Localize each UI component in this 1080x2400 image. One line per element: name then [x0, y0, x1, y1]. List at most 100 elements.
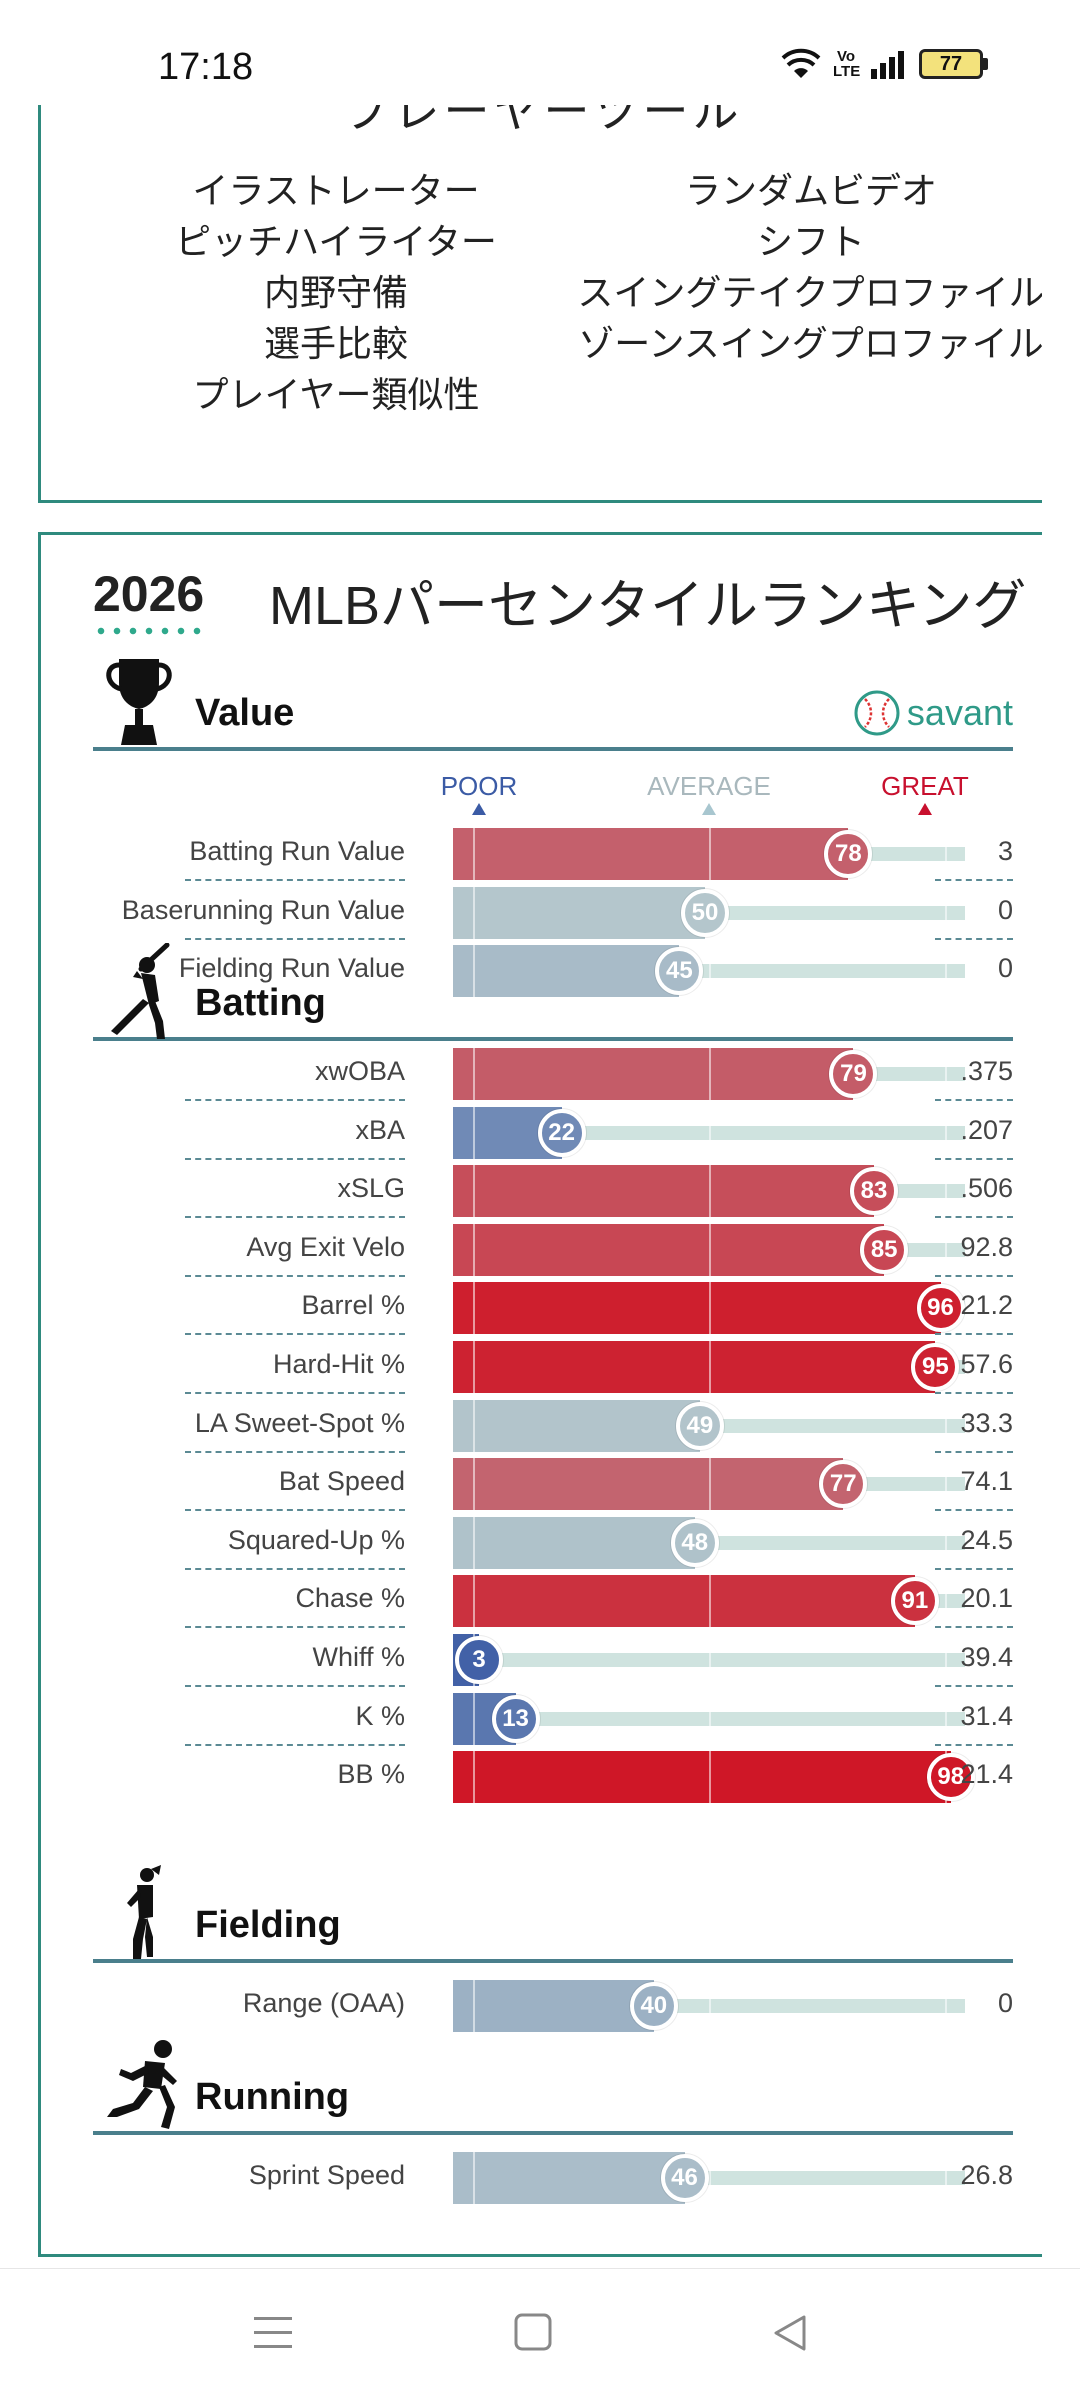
metric-row[interactable]: xwOBA 79 .375 — [93, 1045, 1013, 1104]
percentile-bar: 48 — [453, 1516, 965, 1569]
bar-gridline — [945, 1692, 947, 1745]
bar-gridline — [945, 2152, 947, 2204]
metric-row[interactable]: xSLG 83 .506 — [93, 1162, 1013, 1221]
percentile-fill — [453, 1980, 654, 2032]
section-rows: Sprint Speed 46 26.8 — [93, 2149, 1013, 2208]
bar-gridline — [473, 1692, 475, 1745]
bar-gridline — [709, 1458, 711, 1511]
bar-gridline — [473, 1516, 475, 1569]
metric-row[interactable]: Chase % 91 20.1 — [93, 1572, 1013, 1631]
percentile-fill — [453, 1282, 941, 1335]
wifi-icon — [781, 48, 821, 80]
bar-gridline — [945, 1106, 947, 1159]
percentile-fill — [453, 1751, 951, 1804]
row-divider — [935, 1099, 1013, 1101]
baseball-icon — [854, 690, 900, 736]
section-title: Value — [195, 692, 295, 734]
metric-label: Chase % — [295, 1583, 405, 1614]
metric-label: Range (OAA) — [242, 1988, 405, 2018]
metric-label: xBA — [355, 1114, 405, 1145]
battery-level: 77 — [919, 49, 983, 79]
metric-row[interactable]: Squared-Up % 48 24.5 — [93, 1514, 1013, 1573]
percentile-bubble: 3 — [455, 1635, 503, 1684]
row-divider — [185, 1216, 405, 1219]
metric-label: Avg Exit Velo — [246, 1231, 405, 1262]
home-icon[interactable] — [512, 2311, 556, 2360]
tool-link-swing-take-profile[interactable]: スイングテイクプロファイル — [577, 272, 1042, 313]
tool-link-random-video[interactable]: ランダムビデオ — [684, 170, 937, 211]
battery-icon: 77 — [919, 49, 988, 79]
row-divider — [935, 879, 1013, 881]
volte-top: Vo — [836, 48, 856, 65]
row-divider — [935, 1333, 1013, 1336]
percentile-bar: 45 — [453, 945, 965, 998]
bar-gridline — [945, 1516, 947, 1569]
percentile-bar: 83 — [453, 1165, 965, 1218]
trophy-icon — [103, 653, 175, 754]
row-divider — [935, 1567, 1013, 1570]
percentile-bar: 49 — [453, 1399, 965, 1452]
metric-row[interactable]: LA Sweet-Spot % 49 33.3 — [93, 1397, 1013, 1456]
row-divider — [935, 1626, 1013, 1629]
metric-row[interactable]: Avg Exit Velo 85 92.8 — [93, 1221, 1013, 1280]
metric-row[interactable]: xBA 22 .207 — [93, 1104, 1013, 1163]
bar-gridline — [709, 1751, 711, 1804]
scale-average-label: AVERAGE — [647, 771, 771, 801]
metric-label: Bat Speed — [278, 1466, 405, 1497]
section-running: Running Sprint Speed 46 26.8 — [93, 2037, 1013, 2204]
metric-row[interactable]: Fielding Run Value 45 0 — [93, 942, 1013, 1001]
metric-row[interactable]: Batting Run Value 78 3 — [93, 825, 1013, 884]
section-rows: xwOBA 79 .375 xBA 22 .207 xSLG 83 .506 Avg Exit V… — [93, 1045, 1013, 1807]
bar-gridline — [709, 1633, 711, 1686]
metric-value: 0 — [997, 953, 1013, 984]
metric-row[interactable]: Bat Speed 77 74.1 — [93, 1455, 1013, 1514]
row-divider — [935, 1450, 1013, 1453]
percentile-rankings-card: 2026 MLBパーセンタイルランキング Value — [38, 532, 1042, 2257]
bar-gridline — [945, 1633, 947, 1686]
row-divider — [185, 1333, 405, 1336]
bar-gridline — [473, 1575, 475, 1628]
metric-row[interactable]: Sprint Speed 46 26.8 — [93, 2149, 1013, 2208]
row-divider — [935, 1684, 1013, 1687]
metric-row[interactable]: K % 13 31.4 — [93, 1690, 1013, 1749]
percentile-bar: 3 — [453, 1633, 965, 1686]
menu-icon[interactable] — [250, 2311, 298, 2360]
tool-link-pitch-highlighter[interactable]: ピッチハイライター — [175, 221, 497, 262]
bar-gridline — [945, 1458, 947, 1511]
metric-row[interactable]: Hard-Hit % 95 57.6 — [93, 1338, 1013, 1397]
percentile-bubble: 85 — [860, 1225, 909, 1274]
bar-gridline — [473, 945, 475, 998]
tool-link-player-similarity[interactable]: プレイヤー類似性 — [192, 374, 480, 415]
bar-gridline — [473, 1980, 475, 2032]
tool-link-illustrator[interactable]: イラストレーター — [192, 170, 480, 211]
volte-bottom: LTE — [833, 63, 861, 80]
tool-link-zone-swing-profile[interactable]: ゾーンスイングプロファイル — [578, 323, 1042, 364]
section-batting: Batting xwOBA 79 .375 xBA 22 .207 xSLG 83 .506 Av… — [93, 942, 1013, 1804]
metric-row[interactable]: Whiff % 3 39.4 — [93, 1631, 1013, 1690]
metric-row[interactable]: Range (OAA) 40 0 — [93, 1977, 1013, 2036]
metric-value: 3 — [997, 836, 1013, 866]
percentile-bubble: 91 — [890, 1577, 939, 1626]
percentile-bar: 40 — [453, 1980, 965, 2032]
metric-label: Sprint Speed — [248, 2160, 405, 2190]
savant-logo[interactable]: savant — [853, 689, 1013, 737]
percentile-bubble: 48 — [670, 1518, 719, 1567]
row-divider — [185, 1450, 405, 1453]
player-tools-title: プレーヤーツール — [343, 105, 743, 137]
bar-gridline — [709, 2152, 711, 2204]
percentile-bubble: 22 — [537, 1108, 586, 1157]
row-divider — [185, 1509, 405, 1512]
bar-gridline — [709, 945, 711, 998]
tool-link-shift[interactable]: シフト — [756, 221, 865, 262]
row-divider — [935, 1274, 1013, 1277]
metric-row[interactable]: Baserunning Run Value 50 0 — [93, 884, 1013, 943]
tool-link-infield-defense[interactable]: 内野守備 — [263, 272, 408, 313]
year-selector[interactable]: 2026 — [93, 566, 205, 622]
percentile-fill — [453, 2152, 685, 2204]
metric-row[interactable]: BB % 98 21.4 — [93, 1748, 1013, 1807]
back-icon[interactable] — [768, 2311, 812, 2360]
percentile-bar: 85 — [453, 1223, 965, 1276]
tool-link-player-comparison[interactable]: 選手比較 — [263, 323, 408, 364]
metric-row[interactable]: Barrel % 96 21.2 — [93, 1279, 1013, 1338]
metric-label: Baserunning Run Value — [121, 894, 405, 925]
